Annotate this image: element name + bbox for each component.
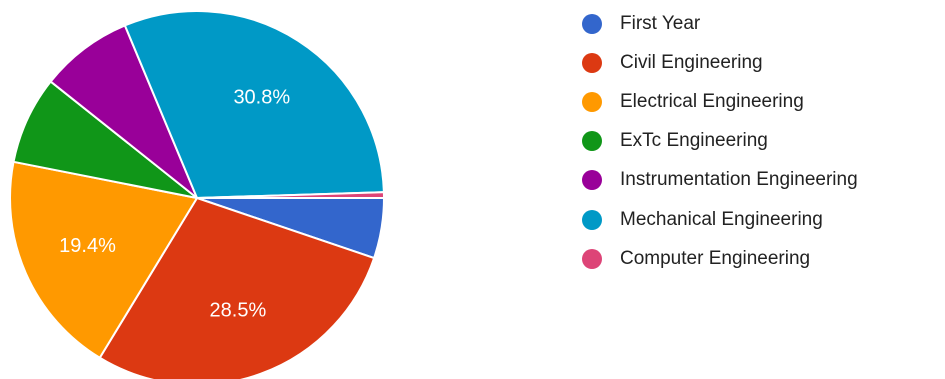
legend-item-mechanical-engineering[interactable]: Mechanical Engineering [582,200,942,239]
legend: First Year Civil Engineering Electrical … [582,4,942,278]
legend-swatch-electrical-engineering [582,91,602,112]
data-label-electrical-engineering: 19.4% [59,235,116,257]
legend-label-electrical-engineering: Electrical Engineering [620,90,804,112]
legend-item-civil-engineering[interactable]: Civil Engineering [582,43,942,82]
legend-label-first-year: First Year [620,12,701,34]
legend-swatch-mechanical-engineering [582,209,602,230]
legend-item-first-year[interactable]: First Year [582,4,942,43]
pie-slice-mechanical-engineering[interactable] [123,10,385,199]
legend-label-civil-engineering: Civil Engineering [620,51,763,73]
legend-swatch-instrumentation-engineering [582,170,602,191]
pie-slices [9,10,386,379]
data-label-mechanical-engineering: 30.8% [233,86,290,108]
legend-item-electrical-engineering[interactable]: Electrical Engineering [582,82,942,121]
pie-slice-computer-engineering[interactable] [196,191,386,199]
legend-swatch-civil-engineering [582,52,602,73]
legend-label-mechanical-engineering: Mechanical Engineering [620,208,823,230]
legend-swatch-first-year [582,13,602,34]
pie-slice-instrumentation-engineering[interactable] [49,24,198,199]
legend-label-instrumentation-engineering: Instrumentation Engineering [620,169,858,191]
pie-slice-electrical-engineering[interactable] [9,160,198,359]
legend-swatch-computer-engineering [582,248,602,269]
legend-item-instrumentation-engineering[interactable]: Instrumentation Engineering [582,161,942,200]
data-label-civil-engineering: 28.5% [210,300,267,322]
legend-swatch-extc-engineering [582,131,602,152]
legend-item-extc-engineering[interactable]: ExTc Engineering [582,122,942,161]
legend-label-computer-engineering: Computer Engineering [620,247,811,269]
legend-label-extc-engineering: ExTc Engineering [620,130,768,152]
pie-data-labels: 28.5% 19.4% 30.8% [59,86,290,321]
pie-slice-civil-engineering[interactable] [98,197,376,379]
legend-item-computer-engineering[interactable]: Computer Engineering [582,239,942,278]
